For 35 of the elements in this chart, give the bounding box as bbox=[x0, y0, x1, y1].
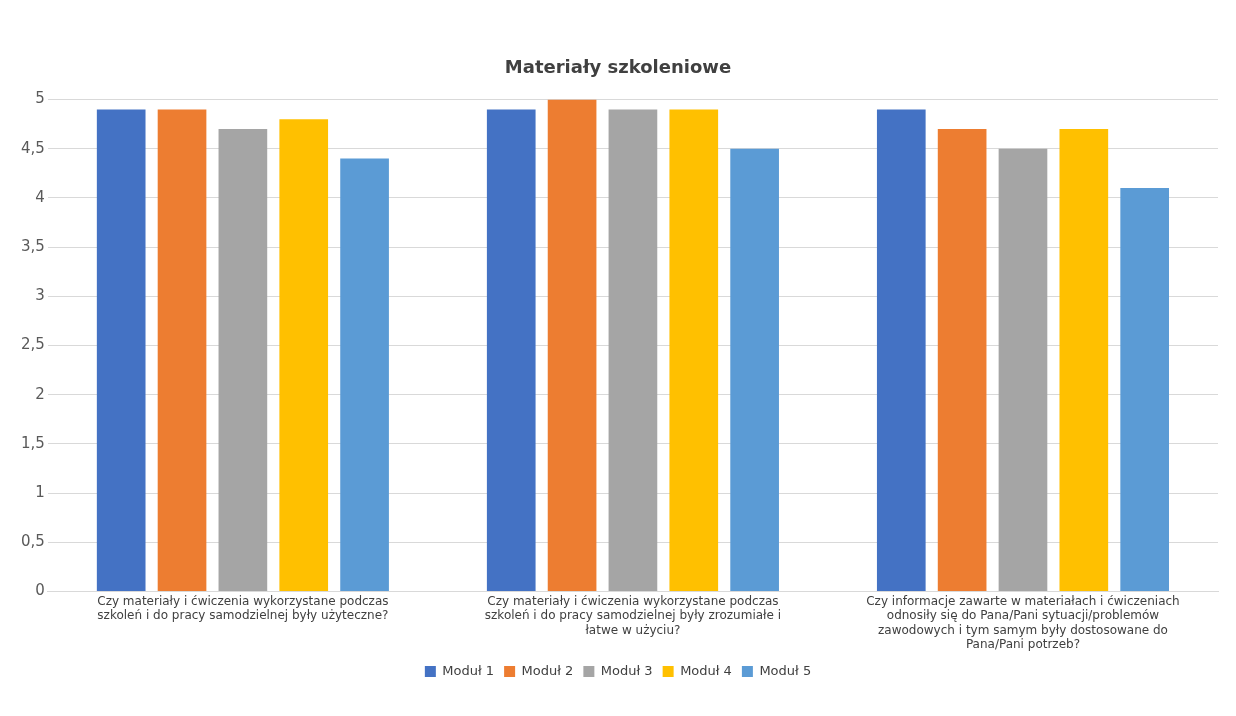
y-tick-label: 3,5 bbox=[21, 237, 45, 256]
x-tick-label: Czy materiały i ćwiczenia wykorzystane podczas szkoleń i do pracy samodzielnej były zrozumiałe i łatwe w użyciu? bbox=[484, 593, 782, 637]
bar bbox=[1059, 129, 1109, 591]
bar bbox=[937, 129, 987, 591]
bar bbox=[669, 109, 719, 591]
bar bbox=[279, 119, 329, 591]
bar bbox=[998, 148, 1048, 591]
legend-label: Moduł 3 bbox=[600, 662, 653, 678]
legend-label: Moduł 1 bbox=[442, 662, 495, 678]
y-tick-label: 1,5 bbox=[21, 433, 45, 452]
x-tick-label: Czy informacje zawarte w materiałach i ćwiczeniach odnosiły się do Pana/Pani sytuacji/problemów zawodowych i tym samym były dostosowane do Pana/Pani potrzeb? bbox=[866, 593, 1180, 651]
bar bbox=[157, 109, 207, 591]
y-tick-label: 0 bbox=[35, 581, 45, 600]
y-tick-label: 5 bbox=[35, 89, 45, 108]
y-tick-label: 1 bbox=[35, 482, 45, 501]
bar bbox=[730, 148, 779, 591]
bar bbox=[218, 129, 268, 591]
bar bbox=[547, 99, 597, 591]
y-tick-label: 0,5 bbox=[21, 532, 45, 551]
bar bbox=[1120, 188, 1170, 591]
bar bbox=[608, 109, 658, 591]
bar bbox=[96, 109, 146, 591]
chart-title: Materiały szkoleniowe bbox=[504, 56, 732, 78]
y-tick-label: 4 bbox=[35, 187, 45, 206]
y-tick-label: 4,5 bbox=[21, 138, 45, 157]
bar bbox=[876, 109, 926, 591]
x-tick-label: Czy materiały i ćwiczenia wykorzystane podczas szkoleń i do pracy samodzielnej były użyteczne? bbox=[97, 593, 389, 623]
y-tick-label: 2,5 bbox=[21, 335, 45, 354]
legend-label: Moduł 2 bbox=[521, 662, 574, 678]
legend-label: Moduł 5 bbox=[759, 662, 812, 678]
legend-label: Moduł 4 bbox=[680, 662, 732, 678]
bar bbox=[340, 158, 389, 591]
bar bbox=[486, 109, 536, 591]
y-tick-label: 2 bbox=[35, 384, 45, 403]
y-tick-label: 3 bbox=[35, 286, 45, 305]
